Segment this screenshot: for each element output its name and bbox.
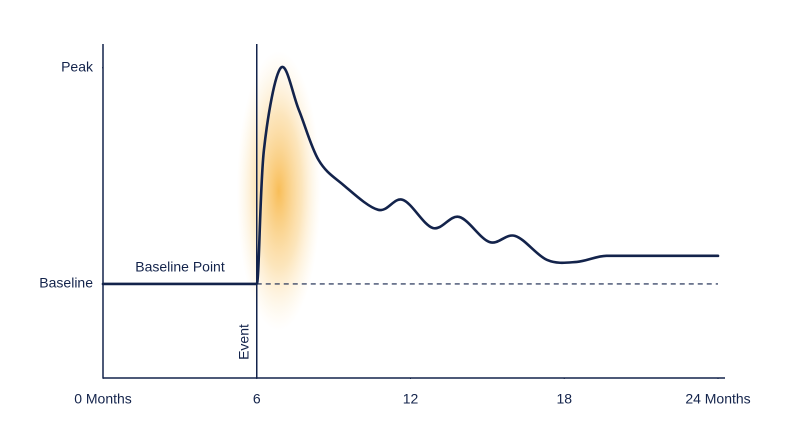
y-tick-label: Peak xyxy=(61,58,94,74)
x-tick-label: 18 xyxy=(556,391,572,407)
event-glow xyxy=(236,51,321,331)
x-tick-label: 24 Months xyxy=(685,391,750,407)
line xyxy=(101,65,720,286)
x-tick-label: 12 xyxy=(403,391,419,407)
x-tick-label: 6 xyxy=(253,391,261,407)
annotation: Baseline Point xyxy=(135,259,225,275)
y-tick-label: Baseline xyxy=(39,275,93,291)
x-tick-label: 0 Months xyxy=(74,391,132,407)
event-label: Event xyxy=(235,324,251,360)
background xyxy=(236,51,321,331)
